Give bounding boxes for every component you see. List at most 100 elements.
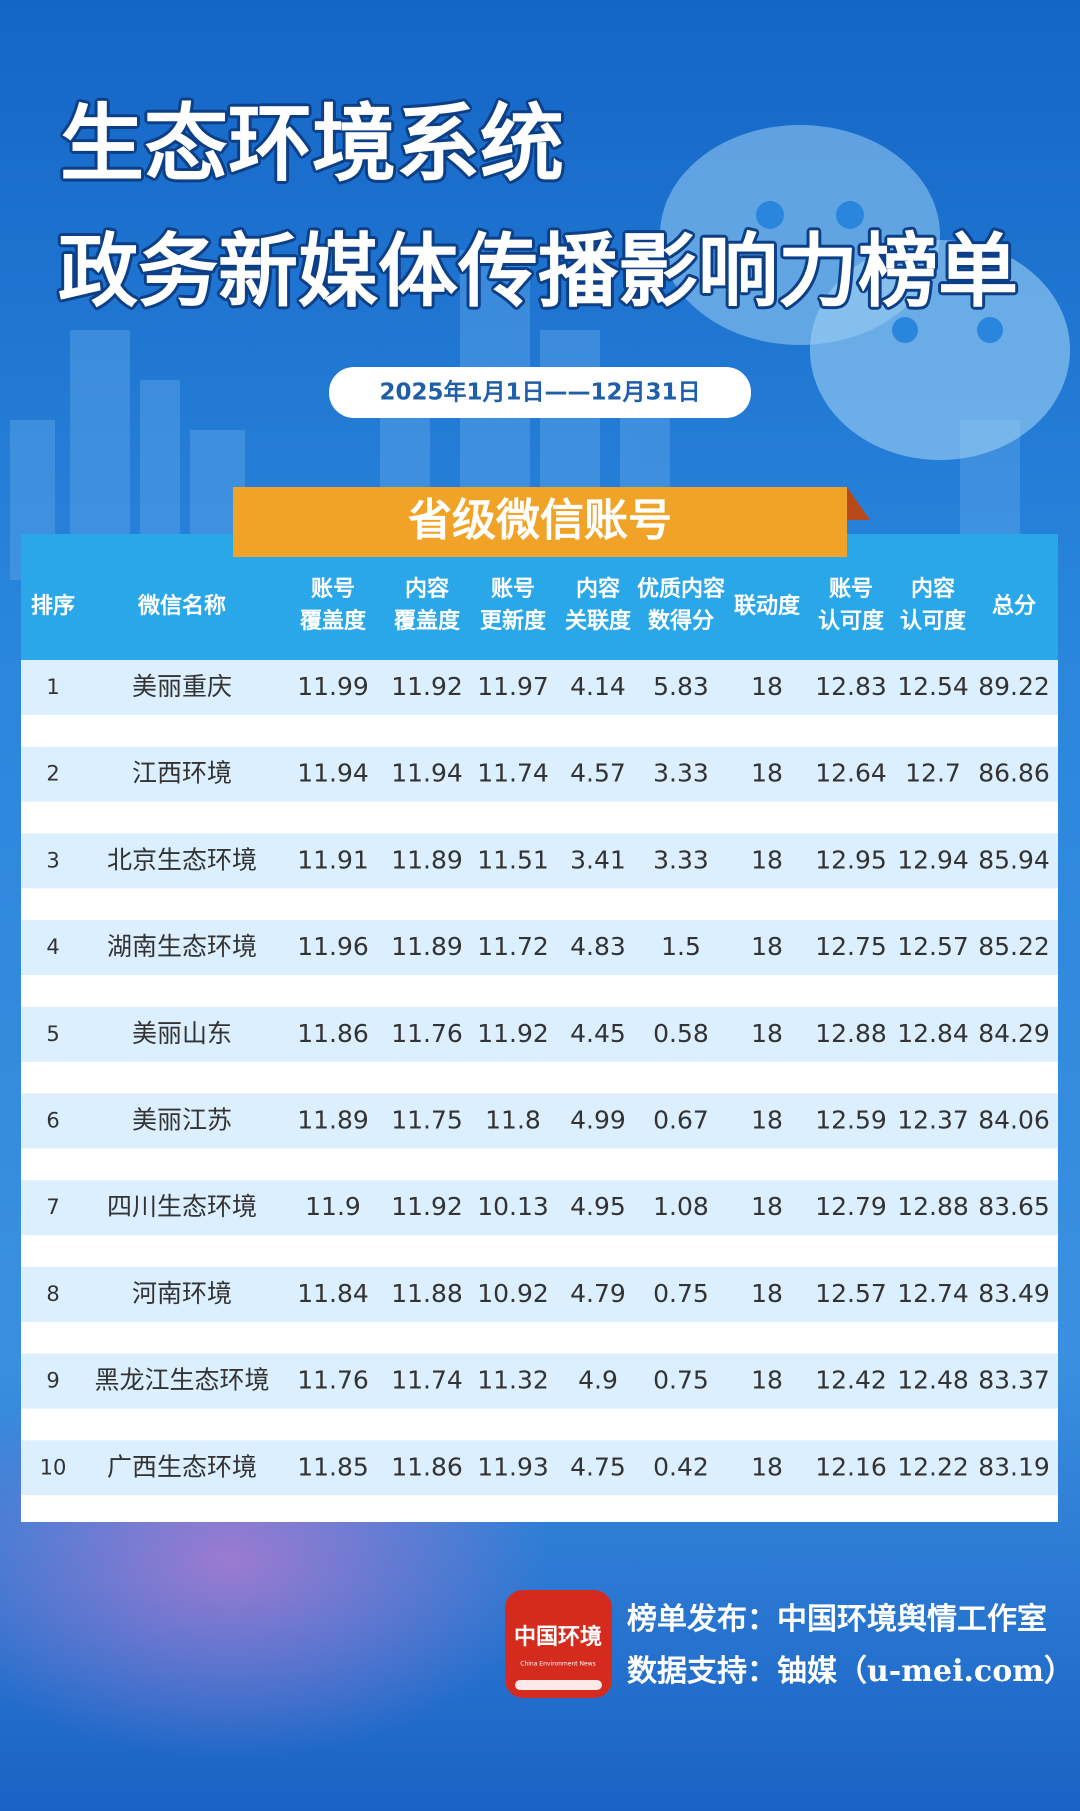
column-header: 内容	[911, 576, 955, 602]
cell: 11.86	[297, 1019, 369, 1048]
cell: 12.74	[897, 1279, 969, 1308]
cell: 18	[751, 759, 783, 788]
row-band	[21, 1180, 1058, 1236]
footer-line: 榜单发布：中国环境舆情工作室	[627, 1602, 1047, 1637]
cell: 18	[751, 1019, 783, 1048]
cell: 12.16	[815, 1452, 887, 1481]
column-header: 内容	[576, 576, 620, 602]
cell: 11.85	[297, 1452, 369, 1481]
column-header: 账号	[491, 576, 535, 602]
cell: 12.57	[815, 1279, 887, 1308]
cell: 4.9	[578, 1366, 618, 1395]
footer-line: 数据支持：铀媒（u-mei.com）	[627, 1654, 1074, 1689]
cell: 18	[751, 1106, 783, 1135]
column-header: 账号	[829, 576, 873, 602]
column-header: 账号	[311, 576, 355, 602]
cell: 89.22	[978, 672, 1050, 701]
cell: 18	[751, 1279, 783, 1308]
cell: 11.97	[477, 672, 549, 701]
cell: 12.22	[897, 1452, 969, 1481]
cell: 18	[751, 845, 783, 874]
column-header: 覆盖度	[299, 608, 367, 634]
cell: 84.29	[978, 1019, 1050, 1048]
cell: 11.94	[297, 759, 369, 788]
cell: 4.75	[570, 1452, 626, 1481]
cell: 1	[46, 675, 59, 699]
row-band	[21, 920, 1058, 976]
cell: 12.88	[815, 1019, 887, 1048]
cell: 86.86	[978, 759, 1050, 788]
cell: 11.76	[391, 1019, 463, 1048]
logo-name: 中国环境	[514, 1624, 602, 1650]
title-line: 生态环境系统	[60, 95, 564, 193]
column-header: 内容	[405, 576, 449, 602]
row-band	[21, 1093, 1058, 1149]
column-header: 排序	[31, 593, 75, 619]
cell: 10.92	[477, 1279, 549, 1308]
cell: 3.41	[570, 845, 626, 874]
column-header: 数得分	[648, 608, 714, 634]
cell: 3.33	[653, 759, 709, 788]
cell: 11.93	[477, 1452, 549, 1481]
cell: 18	[751, 932, 783, 961]
cell: 11.89	[297, 1106, 369, 1135]
logo	[505, 1590, 612, 1698]
cell: 11.92	[391, 1192, 463, 1221]
cell: 18	[751, 672, 783, 701]
cell: 11.74	[391, 1366, 463, 1395]
column-header: 微信名称	[137, 593, 226, 619]
column-header: 联动度	[734, 593, 801, 619]
row-band	[21, 746, 1058, 802]
cell: 18	[751, 1452, 783, 1481]
account-name: 美丽重庆	[132, 672, 232, 701]
cell: 11.94	[391, 759, 463, 788]
column-header: 认可度	[818, 608, 885, 634]
cell: 12.84	[897, 1019, 969, 1048]
title-line: 政务新媒体传播影响力榜单	[58, 225, 1018, 318]
cell: 11.96	[297, 932, 369, 961]
cell: 7	[46, 1195, 59, 1219]
column-header: 更新度	[480, 608, 547, 634]
cell: 3.33	[653, 845, 709, 874]
account-name: 河南环境	[132, 1279, 232, 1308]
cell: 11.9	[305, 1192, 361, 1221]
section-title: 省级微信账号	[408, 495, 672, 546]
cell: 2	[46, 762, 59, 786]
cell: 0.75	[653, 1279, 709, 1308]
cell: 11.92	[391, 672, 463, 701]
cell: 11.8	[485, 1106, 541, 1135]
cell: 0.58	[653, 1019, 709, 1048]
cell: 83.49	[978, 1279, 1050, 1308]
account-name: 北京生态环境	[107, 845, 257, 874]
cell: 12.79	[815, 1192, 887, 1221]
cell: 4.57	[570, 759, 626, 788]
cell: 11.84	[297, 1279, 369, 1308]
cell: 8	[46, 1282, 59, 1306]
row-band	[21, 1440, 1058, 1496]
date-pill	[329, 367, 751, 418]
cell: 10.13	[477, 1192, 549, 1221]
cell: 12.94	[897, 845, 969, 874]
account-name: 江西环境	[132, 759, 232, 788]
row-band	[21, 1006, 1058, 1062]
cell: 12.83	[815, 672, 887, 701]
cell: 12.64	[815, 759, 887, 788]
cell: 1.08	[653, 1192, 709, 1221]
cell: 4.45	[570, 1019, 626, 1048]
cell: 0.67	[653, 1106, 709, 1135]
cell: 11.75	[391, 1106, 463, 1135]
cell: 11.89	[391, 932, 463, 961]
cell: 1.5	[661, 932, 701, 961]
cell: 84.06	[978, 1106, 1050, 1135]
cell: 12.48	[897, 1366, 969, 1395]
cell: 0.75	[653, 1366, 709, 1395]
cell: 12.59	[815, 1106, 887, 1135]
column-header: 关联度	[565, 608, 632, 634]
account-name: 广西生态环境	[107, 1452, 257, 1481]
cell: 12.7	[905, 759, 961, 788]
row-band	[21, 833, 1058, 889]
account-name: 美丽山东	[132, 1019, 232, 1048]
cell: 12.54	[897, 672, 969, 701]
